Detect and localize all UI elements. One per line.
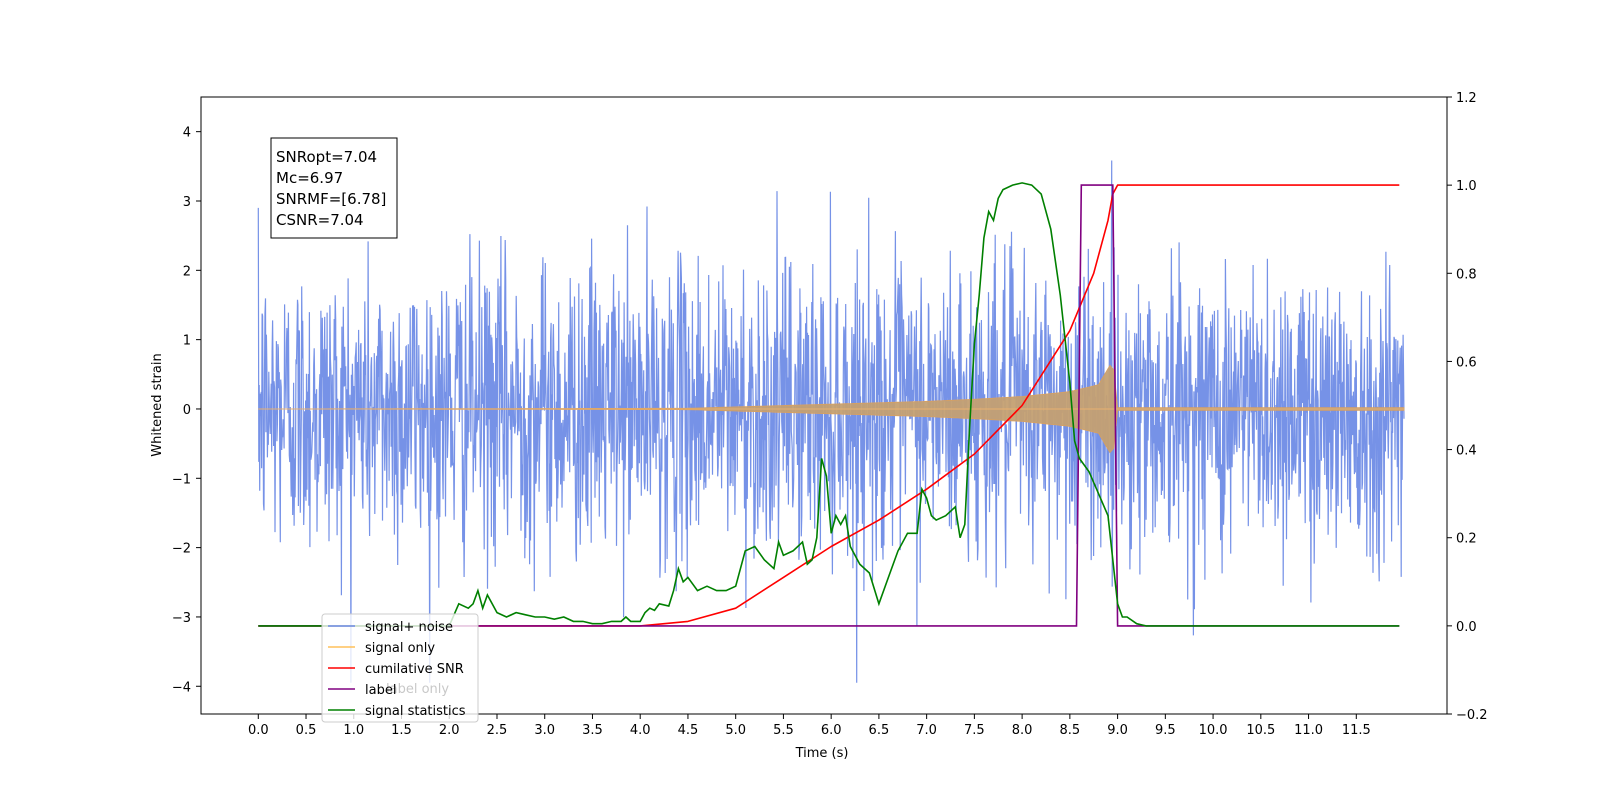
x-tick-label: 10.0 xyxy=(1199,723,1228,738)
x-tick-label: 6.5 xyxy=(869,723,890,738)
y-tick-label-left: −3 xyxy=(172,611,191,626)
legend-entry-label: cumilative SNR xyxy=(365,662,464,677)
x-tick-label: 6.0 xyxy=(821,723,842,738)
x-tick-label: 2.0 xyxy=(439,723,460,738)
x-tick-label: 7.5 xyxy=(964,723,985,738)
legend-entry-label: signal statistics xyxy=(365,704,466,719)
annotation-line: Mc=6.97 xyxy=(276,169,343,187)
y-tick-label-right: 1.0 xyxy=(1456,179,1477,194)
legend-entry-label: signal only xyxy=(365,641,435,656)
x-tick-label: 11.5 xyxy=(1342,723,1371,738)
y-axis-left: −4 −3 −2 −1 0 1 2 3 4 xyxy=(172,126,201,695)
x-axis-label: Time (s) xyxy=(795,746,849,761)
legend-entry-label: label xyxy=(365,683,396,698)
series-cumulative-snr xyxy=(258,184,1400,627)
y-tick-label-right: 0.4 xyxy=(1456,444,1477,459)
y-tick-label-right: 0.0 xyxy=(1456,620,1477,635)
y-tick-label-right: 0.6 xyxy=(1456,355,1477,370)
y-tick-label-left: 2 xyxy=(183,264,191,279)
y-tick-label-left: 4 xyxy=(183,126,191,141)
series-signal-noise xyxy=(257,160,1405,683)
x-tick-label: 5.0 xyxy=(725,723,746,738)
x-tick-label: 4.5 xyxy=(678,723,699,738)
x-tick-label: 11.0 xyxy=(1294,723,1323,738)
annotation-frame xyxy=(270,137,398,239)
axes-frame xyxy=(200,96,1448,715)
plot-area xyxy=(257,160,1405,683)
x-tick-label: 10.5 xyxy=(1246,723,1275,738)
x-tick-label: 0.0 xyxy=(248,723,269,738)
y-tick-label-left: 0 xyxy=(183,403,191,418)
x-tick-label: 9.0 xyxy=(1107,723,1128,738)
series-signal-statistics xyxy=(258,182,1400,627)
y-tick-label-left: −1 xyxy=(172,472,191,487)
x-tick-label: 1.0 xyxy=(343,723,364,738)
y-axis-right: −0.2 0.0 0.2 0.4 0.6 0.8 1.0 1.2 xyxy=(1447,91,1488,723)
y-tick-label-left: −4 xyxy=(172,680,191,695)
annotation-line: SNRMF=[6.78] xyxy=(276,190,386,208)
y-tick-label-right: −0.2 xyxy=(1456,708,1488,723)
y-tick-label-left: −2 xyxy=(172,542,191,557)
x-tick-label: 8.5 xyxy=(1060,723,1081,738)
y-tick-label-right: 0.8 xyxy=(1456,267,1477,282)
legend: label only signal+ noise signal only cumila… xyxy=(321,613,479,723)
y-tick-label-right: 0.2 xyxy=(1456,532,1477,547)
x-tick-label: 4.0 xyxy=(630,723,651,738)
x-axis: 0.0 0.5 1.0 1.5 2.0 2.5 3.0 3.5 4.0 4.5 5.0 5.5 6.0 6… xyxy=(248,714,1371,738)
x-tick-label: 8.0 xyxy=(1012,723,1033,738)
x-tick-label: 3.0 xyxy=(534,723,555,738)
x-tick-label: 2.5 xyxy=(487,723,508,738)
x-tick-label: 7.0 xyxy=(916,723,937,738)
annotation-line: SNRopt=7.04 xyxy=(276,148,377,166)
y-axis-label: Whitened strain xyxy=(150,353,165,456)
legend-entry-label: signal+ noise xyxy=(365,620,453,635)
annotation-box: SNRopt=7.04 Mc=6.97 SNRMF=[6.78] CSNR=7.04 xyxy=(270,137,398,239)
annotation-line: CSNR=7.04 xyxy=(276,211,364,229)
y-tick-label-right: 1.2 xyxy=(1456,91,1477,106)
x-tick-label: 0.5 xyxy=(296,723,317,738)
x-tick-label: 5.5 xyxy=(773,723,794,738)
x-tick-label: 1.5 xyxy=(391,723,412,738)
legend-overlapped-text: label only xyxy=(386,682,449,697)
x-tick-label: 9.5 xyxy=(1155,723,1176,738)
y-tick-label-left: 1 xyxy=(183,334,191,349)
legend-frame xyxy=(321,613,479,723)
x-tick-label: 3.5 xyxy=(582,723,603,738)
y-tick-label-left: 3 xyxy=(183,195,191,210)
